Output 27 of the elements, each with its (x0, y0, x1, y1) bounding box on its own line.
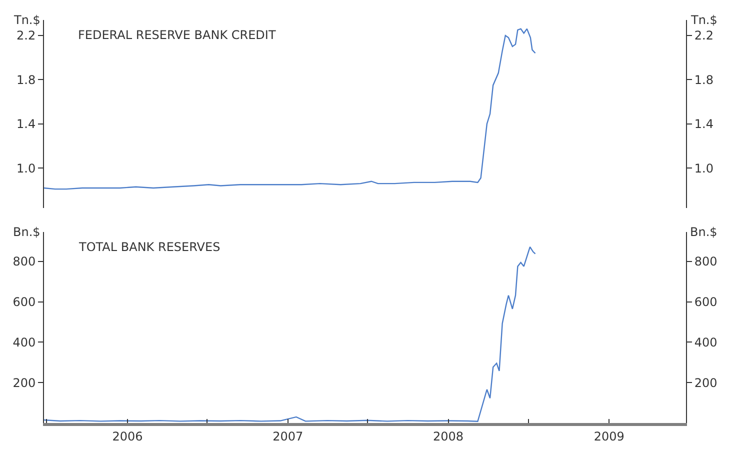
x-tick-label: 2008 (432, 429, 464, 444)
y2-axis-title: Tn.$ (690, 13, 718, 27)
x-tick-label: 2009 (594, 429, 624, 444)
text: FEDERAL RESERVE BANK CREDIT (78, 28, 276, 42)
text: TOTAL BANK RESERVES (78, 240, 220, 254)
y-tick-label: 1.8 (16, 72, 36, 87)
y2-tick-label: 1.0 (694, 161, 714, 176)
x-tick-label: 2007 (272, 429, 304, 444)
y-tick-label: 200 (12, 376, 36, 390)
y-axis-title: Bn.$ (13, 225, 40, 239)
y2-tick-label: 400 (694, 335, 718, 350)
line-series (44, 28, 536, 190)
y-tick-label: 400 (12, 335, 36, 350)
y-axis-title: Tn.$ (13, 13, 40, 27)
y2-tick-label: 1.8 (694, 72, 714, 87)
y2-tick-label: 800 (694, 254, 718, 269)
x-tick-label: 2006 (112, 429, 143, 444)
y-tick-label: 1.4 (16, 117, 36, 132)
y2-tick-label: 600 (694, 295, 718, 310)
y2-tick-label: 2.2 (694, 28, 714, 43)
y2-axis-title: Bn.$ (690, 225, 718, 239)
y-tick-label: 800 (12, 254, 36, 269)
y-tick-label: 600 (12, 295, 36, 310)
y2-tick-label: 200 (694, 376, 718, 390)
y2-tick-label: 1.4 (694, 117, 714, 132)
y-tick-label: 1.0 (16, 161, 36, 176)
y-tick-label: 2.2 (16, 28, 36, 43)
